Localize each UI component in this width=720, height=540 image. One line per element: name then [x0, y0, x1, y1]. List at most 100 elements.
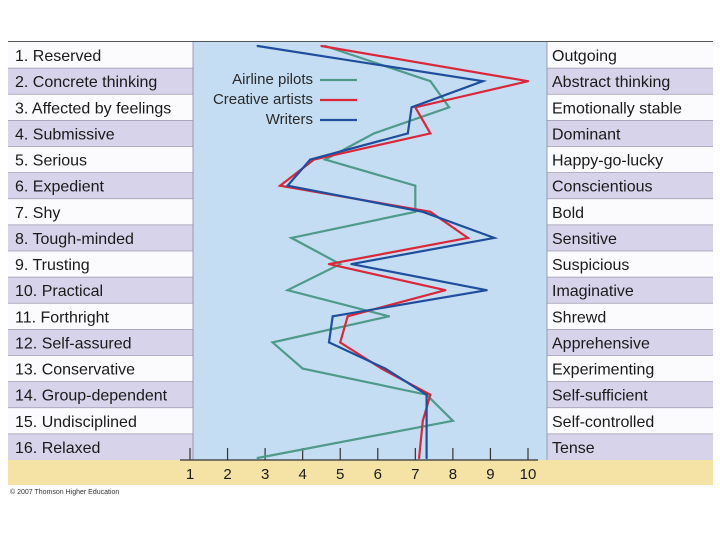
axis-band [8, 460, 713, 485]
series-line-writers [257, 44, 499, 458]
right-row-bg [547, 381, 713, 408]
right-trait-label: Self-sufficient [552, 388, 648, 405]
x-tick-label: 5 [336, 466, 344, 483]
left-row-bg [8, 224, 193, 251]
series-writers [256, 44, 499, 460]
x-tick-label: 10 [520, 466, 537, 483]
right-trait-label: Tense [552, 440, 595, 457]
data-point [327, 262, 331, 266]
data-point [387, 315, 391, 318]
x-tick-label: 6 [374, 466, 382, 483]
legend-label-creative-artists: Creative artists [213, 91, 313, 108]
right-trait-label: Self-controlled [552, 414, 654, 431]
left-trait-label: 7. Shy [15, 205, 60, 222]
data-point [481, 80, 485, 83]
left-row-bg [8, 251, 193, 278]
right-trait-label: Shrewd [552, 309, 606, 326]
right-row-bg [547, 329, 713, 356]
right-row-bg [547, 224, 713, 251]
data-point [320, 44, 323, 48]
data-point [286, 184, 289, 187]
right-trait-label: Happy-go-lucky [552, 153, 663, 170]
legend: Airline pilots Creative artists Writers [213, 71, 357, 128]
left-row-bg [8, 94, 193, 121]
data-point [425, 393, 428, 396]
right-trait-rows: Outgoing Abstract thinking Emotionally sta… [547, 42, 713, 460]
x-tick-label: 9 [486, 466, 494, 483]
right-trait-label: Suspicious [552, 257, 629, 274]
row-dividers [8, 42, 713, 460]
x-tick-label: 2 [223, 466, 231, 483]
left-trait-label: 13. Conservative [15, 362, 135, 379]
data-point [256, 456, 259, 460]
left-row-bg [8, 68, 193, 95]
x-tick-label: 1 [186, 466, 194, 483]
right-trait-label: Sensitive [552, 231, 617, 248]
left-trait-label: 15. Undisciplined [15, 414, 137, 431]
right-row-bg [547, 277, 713, 304]
data-point [485, 289, 488, 292]
x-tick-label: 7 [411, 466, 419, 483]
right-row-bg [547, 120, 713, 147]
data-point [451, 419, 454, 422]
left-trait-label: 10. Practical [15, 283, 103, 300]
right-row-bg [547, 433, 713, 460]
data-point [339, 341, 342, 344]
data-point [372, 132, 376, 135]
data-point [425, 456, 428, 460]
left-trait-label: 11. Forthright [15, 309, 110, 326]
right-row-bg [547, 94, 713, 121]
left-row-bg [8, 146, 193, 173]
left-trait-label: 16. Relaxed [15, 440, 100, 457]
data-point [346, 315, 349, 318]
left-row-bg [8, 355, 193, 382]
left-trait-label: 12. Self-assured [15, 335, 132, 352]
data-point [425, 419, 428, 422]
data-point [327, 341, 331, 344]
data-point [417, 456, 421, 460]
series-line-airline-pilots [257, 44, 456, 460]
data-point [444, 289, 447, 292]
left-row-bg [8, 303, 193, 330]
data-point [331, 315, 334, 318]
left-row-bg [8, 172, 193, 199]
legend-label-airline-pilots: Airline pilots [232, 71, 313, 88]
data-point [350, 262, 353, 266]
x-axis: 1 2 3 4 5 6 7 8 9 10 [180, 448, 538, 483]
right-trait-label: Abstract thinking [552, 74, 670, 91]
data-point [279, 184, 282, 187]
series-lines [256, 44, 530, 460]
data-point [429, 393, 432, 396]
data-point [466, 236, 470, 240]
x-tick-label: 3 [261, 466, 269, 483]
left-trait-label: 2. Concrete thinking [15, 74, 157, 91]
data-point [339, 262, 342, 266]
data-point [429, 80, 432, 83]
right-row-bg [547, 251, 713, 278]
data-point [421, 210, 424, 213]
data-point [526, 80, 530, 83]
left-row-bg [8, 277, 193, 304]
right-row-bg [547, 68, 713, 95]
left-trait-label: 5. Serious [15, 153, 87, 170]
left-row-bg [8, 433, 193, 460]
right-trait-label: Outgoing [552, 48, 617, 65]
data-point [410, 106, 413, 109]
left-trait-label: 8. Tough-minded [15, 231, 134, 248]
right-row-bg [547, 303, 713, 330]
data-point [309, 158, 312, 161]
right-row-bg [547, 355, 713, 382]
data-point [421, 419, 424, 422]
right-trait-label: Apprehensive [552, 335, 650, 352]
right-row-bg [547, 42, 713, 69]
x-tick-label: 8 [449, 466, 457, 483]
left-row-bg [8, 120, 193, 147]
right-row-bg [547, 198, 713, 225]
data-point [256, 44, 259, 48]
right-trait-label: Dominant [552, 126, 621, 143]
data-point [429, 132, 432, 135]
left-row-bg [8, 381, 193, 408]
data-point [429, 210, 432, 213]
right-trait-label: Emotionally stable [552, 100, 682, 117]
